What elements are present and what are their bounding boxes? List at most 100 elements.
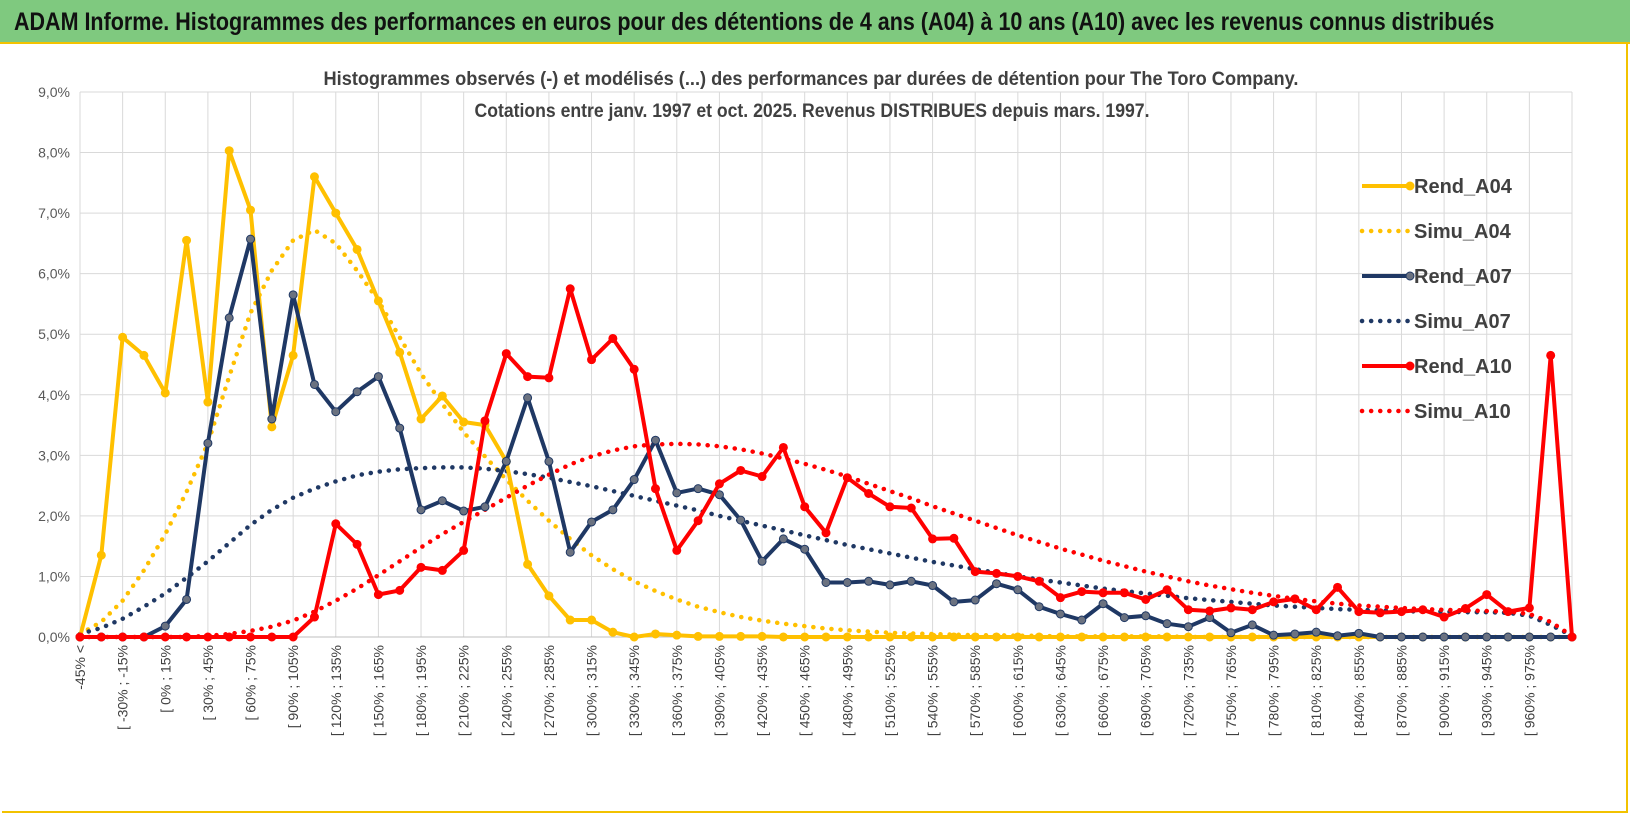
data-point: [182, 235, 192, 245]
legend-label: Simu_A04: [1414, 221, 1512, 243]
x-tick-label: [ 660% ; 675%: [1095, 645, 1111, 736]
data-point: [373, 296, 383, 306]
data-point: [885, 502, 895, 512]
data-point: [352, 539, 362, 549]
data-point: [1098, 599, 1108, 609]
data-point: [203, 632, 213, 642]
legend-marker: [1405, 181, 1415, 191]
data-point: [1482, 590, 1492, 600]
data-point: [1055, 593, 1065, 603]
data-point: [1396, 607, 1406, 617]
data-point: [267, 414, 277, 424]
data-point: [203, 397, 213, 407]
series-curve-simu_a07: [77, 465, 1575, 639]
data-point: [714, 490, 724, 500]
chart-frame: [2, 44, 1628, 813]
data-point: [864, 488, 874, 498]
legend-label: Rend_A04: [1414, 176, 1513, 198]
data-point: [1098, 632, 1108, 642]
legend: Rend_A04 Simu_A04 Rend_A07 Simu_A07 Rend_A10…: [1359, 176, 1513, 423]
data-point: [1034, 632, 1044, 642]
grid: [79, 91, 1573, 638]
data-point: [1418, 605, 1428, 615]
data-point: [160, 388, 170, 398]
x-tick-label: [ 150% ; 165%: [370, 645, 386, 736]
banner-title: ADAM Informe. Histogrammes des performan…: [14, 8, 1495, 36]
data-point: [1503, 607, 1513, 617]
data-point: [1183, 622, 1193, 632]
data-point: [118, 632, 128, 642]
data-point: [224, 632, 234, 642]
x-tick-label: [ 960% ; 975%: [1521, 645, 1537, 736]
data-point: [1460, 604, 1470, 614]
data-point: [1269, 630, 1279, 640]
y-tick-label: 8,0%: [38, 145, 70, 161]
data-point: [693, 516, 703, 526]
data-point: [757, 631, 767, 641]
x-tick-label: [ 720% ; 735%: [1180, 645, 1196, 736]
data-point: [118, 332, 128, 342]
x-tick-label: [ 840% ; 855%: [1351, 645, 1367, 736]
data-point: [160, 632, 170, 642]
data-point: [565, 284, 575, 294]
data-point: [352, 387, 362, 397]
x-tick-label: [ 930% ; 945%: [1479, 645, 1495, 736]
data-point: [437, 496, 447, 506]
data-point: [629, 364, 639, 374]
data-point: [928, 534, 938, 544]
data-point: [693, 484, 703, 494]
data-point: [1290, 594, 1300, 604]
data-point: [1226, 628, 1236, 638]
data-point: [1396, 632, 1406, 642]
y-tick-label: 9,0%: [38, 84, 70, 100]
chart-title-line2: Cotations entre janv. 1997 et oct. 2025.…: [475, 101, 1150, 122]
x-tick-label: [ 360% ; 375%: [669, 645, 685, 736]
data-point: [1162, 585, 1172, 595]
data-point: [970, 567, 980, 577]
data-point: [1098, 588, 1108, 598]
data-point: [842, 578, 852, 587]
data-point: [416, 414, 426, 424]
data-point: [437, 391, 447, 401]
data-point: [1162, 619, 1172, 629]
data-point: [246, 234, 256, 244]
x-tick-label: [ 0% ; 15%: [157, 645, 173, 713]
data-point: [1119, 632, 1129, 642]
data-point: [1077, 587, 1087, 597]
data-point: [1333, 582, 1343, 592]
x-tick-label: [ 120% ; 135%: [328, 645, 344, 736]
x-tick-label: [ 870% ; 885%: [1393, 645, 1409, 736]
x-tick-label: [ 390% ; 405%: [711, 645, 727, 736]
data-point: [778, 632, 788, 642]
data-point: [1311, 605, 1321, 615]
data-point: [373, 372, 383, 382]
data-point: [970, 632, 980, 642]
data-point: [309, 612, 319, 622]
data-point: [459, 506, 469, 516]
data-point: [800, 544, 810, 554]
data-point: [1460, 632, 1470, 642]
data-point: [267, 422, 277, 432]
data-point: [1439, 632, 1449, 642]
series-rend_a10: [75, 284, 1577, 642]
data-point: [480, 416, 490, 426]
x-tick-label: [ 630% ; 645%: [1052, 645, 1068, 736]
data-point: [949, 597, 959, 607]
data-point: [885, 632, 895, 642]
data-point: [309, 172, 319, 182]
series-line-rend_a04: [78, 148, 1572, 639]
data-point: [416, 562, 426, 572]
legend-label: Rend_A07: [1414, 266, 1512, 288]
data-point: [1141, 594, 1151, 604]
data-point: [1055, 632, 1065, 642]
data-point: [373, 590, 383, 600]
x-tick-label: [ 90% ; 105%: [285, 645, 301, 728]
data-point: [1524, 603, 1534, 613]
data-point: [331, 407, 341, 417]
x-tick-label: -45% <: [72, 645, 88, 690]
x-tick-label: [ -30% ; -15%: [115, 645, 131, 730]
data-point: [96, 632, 106, 642]
data-point: [139, 632, 149, 642]
x-tick-label: [ 780% ; 795%: [1266, 645, 1282, 736]
